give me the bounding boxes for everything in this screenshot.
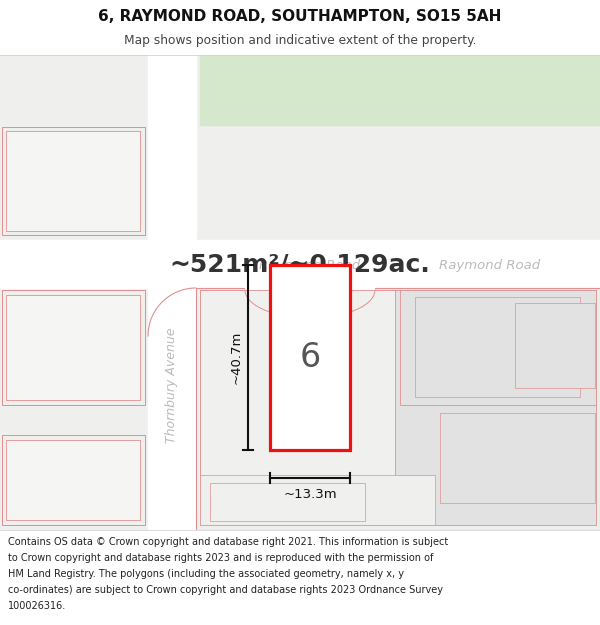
Bar bbox=[2, 127, 145, 235]
Text: 6: 6 bbox=[299, 341, 320, 374]
Bar bbox=[200, 55, 600, 125]
Bar bbox=[440, 413, 595, 503]
Bar bbox=[2, 290, 145, 405]
Text: to Crown copyright and database rights 2023 and is reproduced with the permissio: to Crown copyright and database rights 2… bbox=[8, 553, 433, 563]
Polygon shape bbox=[245, 262, 375, 318]
Text: HM Land Registry. The polygons (including the associated geometry, namely x, y: HM Land Registry. The polygons (includin… bbox=[8, 569, 404, 579]
Text: 100026316.: 100026316. bbox=[8, 601, 66, 611]
Bar bbox=[200, 475, 435, 525]
Bar bbox=[270, 265, 350, 450]
Text: 6, RAYMOND ROAD, SOUTHAMPTON, SO15 5AH: 6, RAYMOND ROAD, SOUTHAMPTON, SO15 5AH bbox=[98, 9, 502, 24]
Text: ~40.7m: ~40.7m bbox=[229, 331, 242, 384]
Text: Contains OS data © Crown copyright and database right 2021. This information is : Contains OS data © Crown copyright and d… bbox=[8, 537, 448, 547]
Text: Raymond Road: Raymond Road bbox=[259, 259, 361, 271]
Bar bbox=[2, 435, 145, 525]
Bar bbox=[210, 483, 365, 521]
Bar bbox=[200, 290, 395, 490]
Polygon shape bbox=[148, 288, 196, 336]
Text: co-ordinates) are subject to Crown copyright and database rights 2023 Ordnance S: co-ordinates) are subject to Crown copyr… bbox=[8, 585, 443, 595]
Text: ~521m²/~0.129ac.: ~521m²/~0.129ac. bbox=[170, 253, 430, 277]
Text: Map shows position and indicative extent of the property.: Map shows position and indicative extent… bbox=[124, 34, 476, 47]
Text: ~13.3m: ~13.3m bbox=[283, 488, 337, 501]
Bar bbox=[6, 131, 140, 231]
Bar bbox=[200, 290, 596, 525]
Bar bbox=[196, 288, 600, 530]
Text: Raymond Road: Raymond Road bbox=[439, 259, 541, 271]
Text: Thornbury Avenue: Thornbury Avenue bbox=[166, 328, 179, 442]
Bar bbox=[400, 290, 596, 405]
Bar bbox=[515, 303, 595, 388]
Bar bbox=[0, 240, 600, 288]
Bar bbox=[6, 295, 140, 400]
Bar bbox=[415, 297, 580, 397]
Bar bbox=[6, 440, 140, 520]
Bar bbox=[148, 55, 196, 530]
